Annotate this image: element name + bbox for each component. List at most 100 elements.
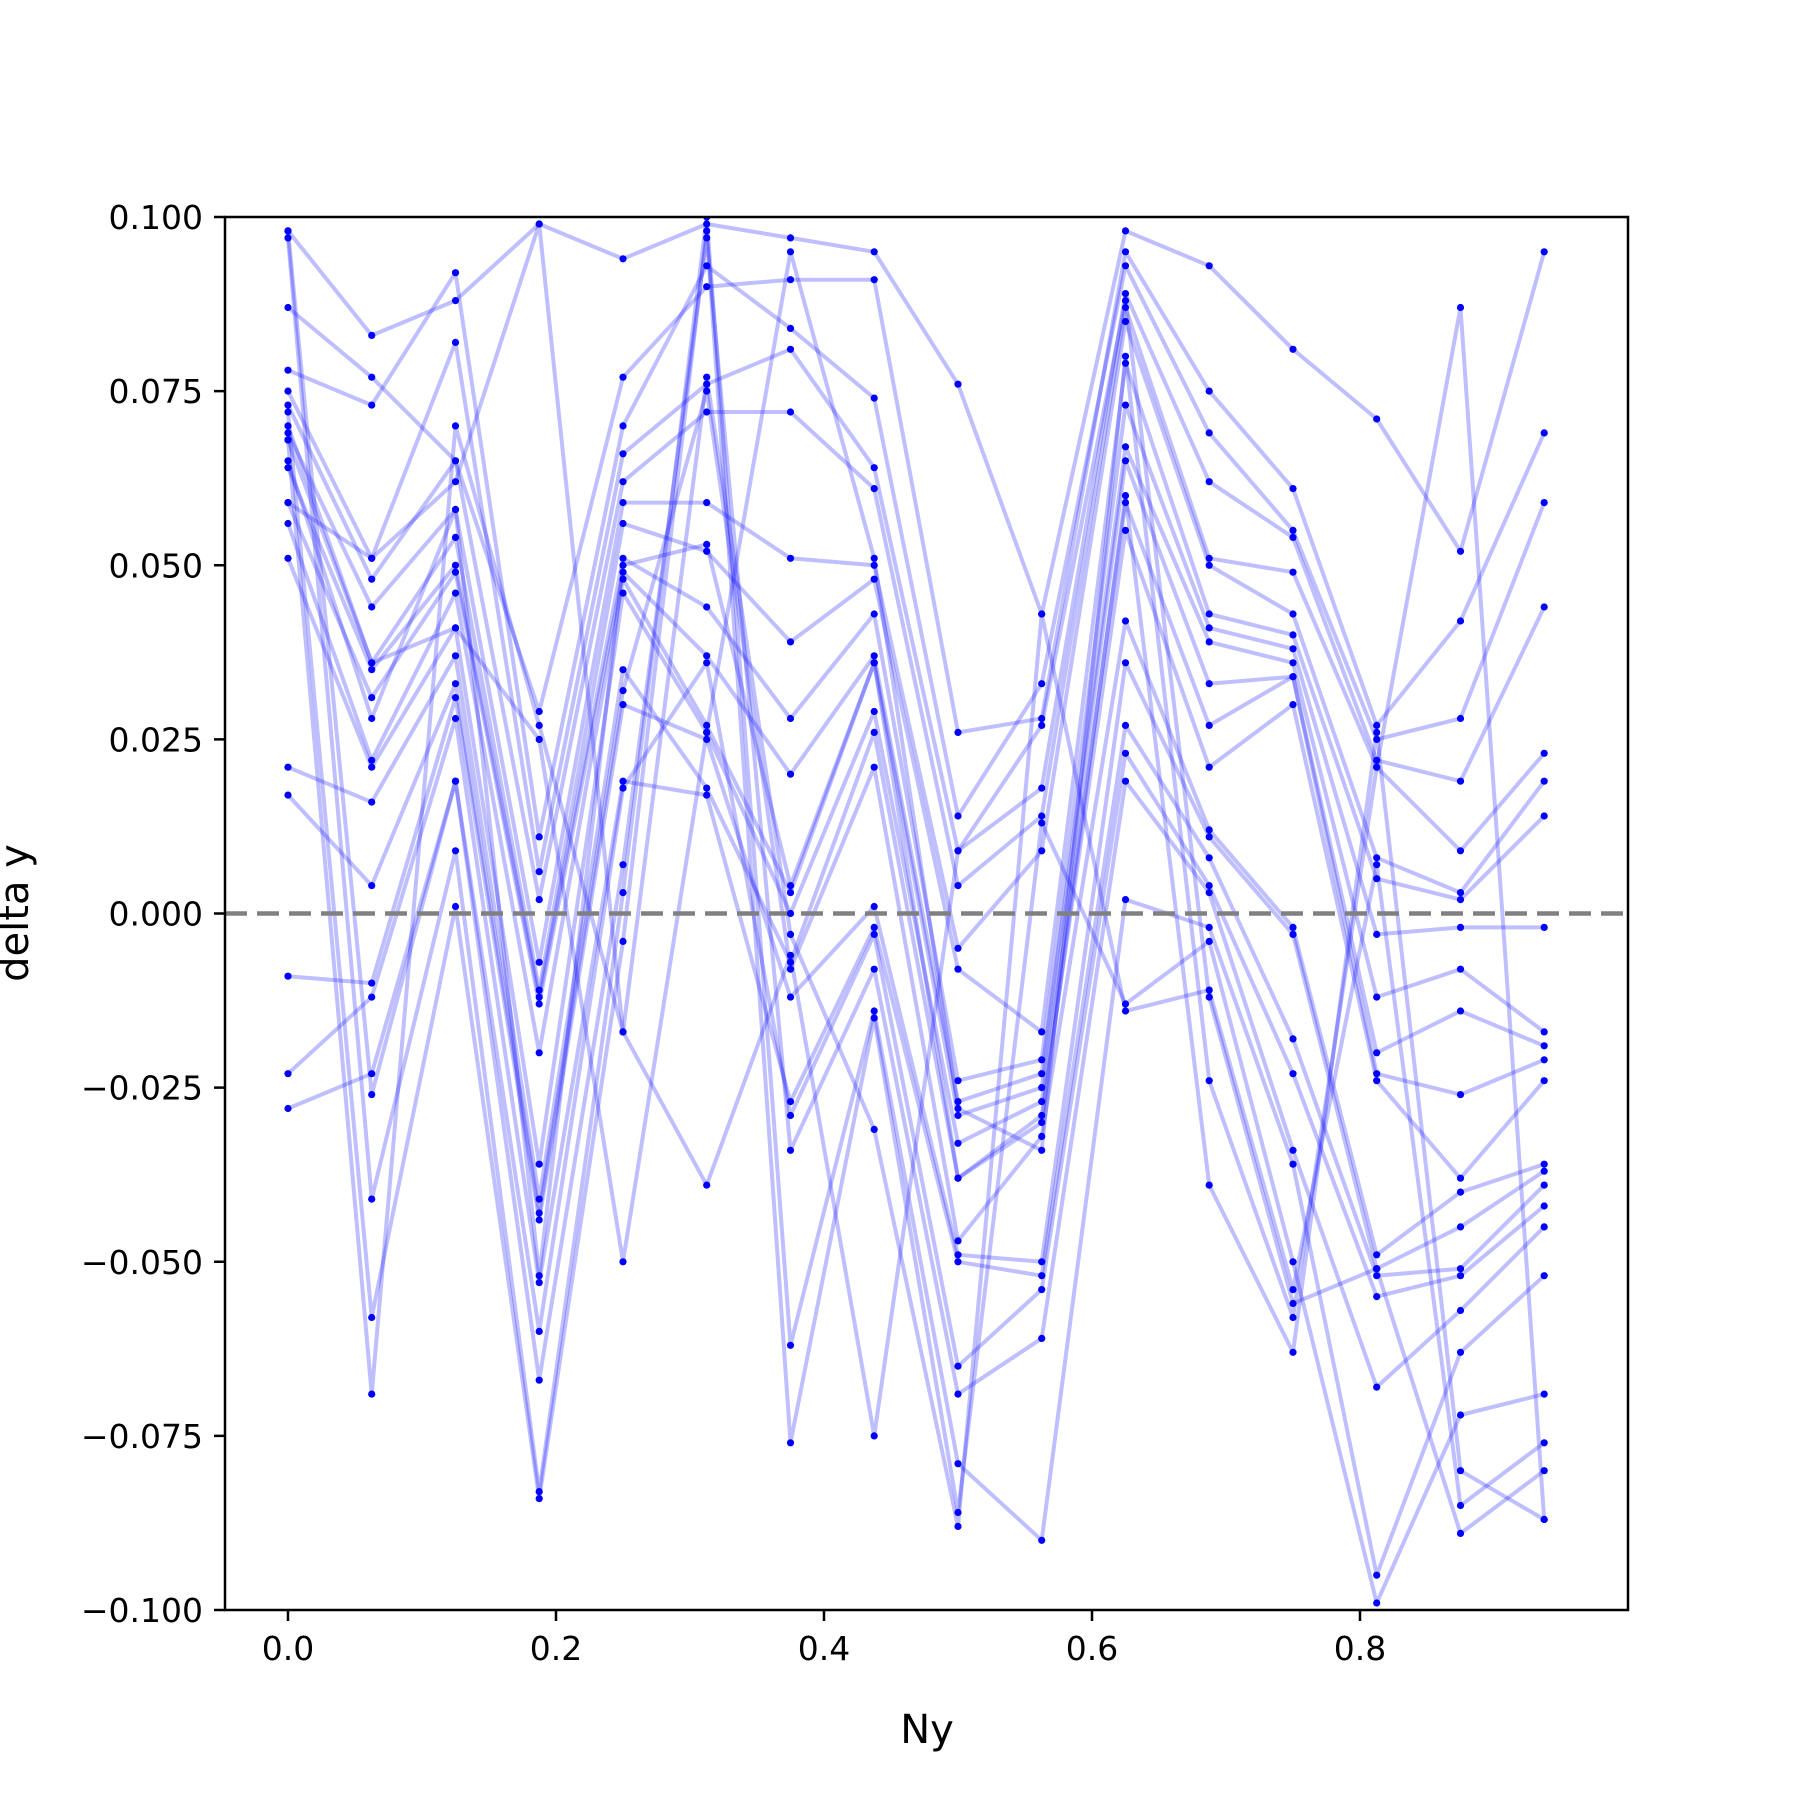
data-point bbox=[1289, 568, 1297, 576]
data-point bbox=[1289, 485, 1297, 493]
data-point bbox=[284, 972, 292, 980]
data-point bbox=[1289, 930, 1297, 939]
data-point bbox=[1205, 763, 1213, 771]
data-point bbox=[368, 554, 376, 562]
data-point bbox=[1373, 1571, 1381, 1579]
data-point bbox=[1205, 610, 1213, 618]
series-line-6 bbox=[286, 319, 1546, 965]
data-point bbox=[284, 791, 292, 799]
data-point bbox=[619, 519, 627, 528]
y-tick-label: −0.100 bbox=[81, 1591, 203, 1630]
data-point bbox=[1289, 631, 1297, 639]
data-point bbox=[786, 234, 795, 242]
data-point bbox=[954, 1390, 962, 1398]
data-point bbox=[535, 896, 543, 904]
data-point bbox=[1289, 610, 1297, 618]
series-line-14 bbox=[287, 660, 1546, 1271]
data-point bbox=[451, 505, 460, 514]
series-line-3 bbox=[287, 263, 1547, 839]
data-point bbox=[368, 756, 376, 764]
data-point bbox=[451, 478, 460, 486]
y-tick-label: −0.025 bbox=[81, 1069, 203, 1108]
data-point bbox=[619, 666, 627, 674]
data-point bbox=[368, 763, 376, 771]
data-point bbox=[451, 568, 460, 576]
data-point bbox=[619, 777, 627, 785]
data-point bbox=[368, 1195, 376, 1203]
data-point bbox=[1121, 359, 1130, 367]
data-point bbox=[1456, 547, 1465, 555]
data-point bbox=[786, 1098, 795, 1106]
data-point bbox=[284, 436, 292, 444]
data-point bbox=[1038, 1132, 1046, 1140]
data-point bbox=[1205, 1181, 1213, 1189]
data-point bbox=[451, 533, 460, 542]
series-line-23 bbox=[286, 460, 1546, 1522]
data-point bbox=[954, 882, 962, 890]
data-point bbox=[1205, 554, 1213, 562]
data-point bbox=[1205, 561, 1213, 569]
data-point bbox=[1373, 1272, 1381, 1280]
data-point bbox=[451, 297, 460, 305]
data-point bbox=[1289, 1348, 1297, 1356]
data-point bbox=[786, 909, 795, 918]
data-point bbox=[1038, 1070, 1046, 1078]
data-point bbox=[870, 902, 878, 911]
data-point bbox=[535, 868, 543, 876]
data-point bbox=[1205, 833, 1213, 841]
data-point bbox=[870, 930, 878, 939]
data-point bbox=[870, 554, 878, 562]
y-axis-label: delta y bbox=[0, 844, 38, 982]
data-point bbox=[1456, 617, 1465, 625]
data-point bbox=[1456, 1091, 1465, 1099]
data-point bbox=[1121, 297, 1130, 305]
data-point bbox=[786, 889, 795, 897]
data-point bbox=[1540, 1181, 1548, 1189]
data-point bbox=[870, 485, 878, 493]
data-point bbox=[1121, 317, 1130, 326]
data-point bbox=[1289, 1070, 1297, 1078]
series-line-21 bbox=[286, 222, 1546, 1536]
data-point bbox=[786, 965, 795, 973]
data-point bbox=[368, 603, 376, 611]
data-point bbox=[1038, 1286, 1046, 1294]
data-point bbox=[368, 798, 376, 806]
data-point bbox=[368, 1091, 376, 1099]
data-point bbox=[1121, 303, 1130, 312]
x-tick-label: 0.8 bbox=[1334, 1629, 1386, 1668]
data-point bbox=[1038, 721, 1046, 730]
data-point bbox=[1456, 1188, 1465, 1196]
data-point bbox=[535, 220, 543, 228]
data-point bbox=[954, 728, 962, 737]
data-point bbox=[451, 561, 460, 569]
data-point bbox=[535, 1327, 543, 1335]
series-line-5 bbox=[286, 305, 1546, 902]
data-point bbox=[368, 331, 376, 339]
data-point bbox=[1121, 290, 1130, 298]
data-point bbox=[786, 993, 795, 1001]
data-point bbox=[1540, 812, 1548, 820]
data-point bbox=[870, 575, 878, 583]
data-point bbox=[284, 1070, 292, 1078]
y-tick-label: 0.075 bbox=[109, 372, 203, 411]
data-point bbox=[786, 554, 795, 562]
data-point bbox=[1121, 492, 1130, 500]
data-point bbox=[703, 220, 711, 228]
data-point bbox=[451, 777, 460, 785]
data-point bbox=[1205, 478, 1213, 486]
data-point bbox=[535, 1195, 543, 1203]
series-line-1 bbox=[286, 222, 1547, 616]
data-point bbox=[1373, 1383, 1381, 1391]
data-point bbox=[284, 422, 292, 430]
data-point bbox=[786, 1341, 795, 1349]
series-line-17 bbox=[286, 230, 1546, 1397]
data-point bbox=[451, 652, 460, 660]
data-point bbox=[703, 234, 711, 242]
data-point bbox=[1540, 1042, 1548, 1050]
y-tick-label: −0.050 bbox=[81, 1243, 203, 1282]
data-point bbox=[1456, 965, 1465, 973]
data-point bbox=[954, 1139, 962, 1147]
data-point bbox=[284, 227, 292, 235]
data-point bbox=[1540, 1056, 1548, 1064]
